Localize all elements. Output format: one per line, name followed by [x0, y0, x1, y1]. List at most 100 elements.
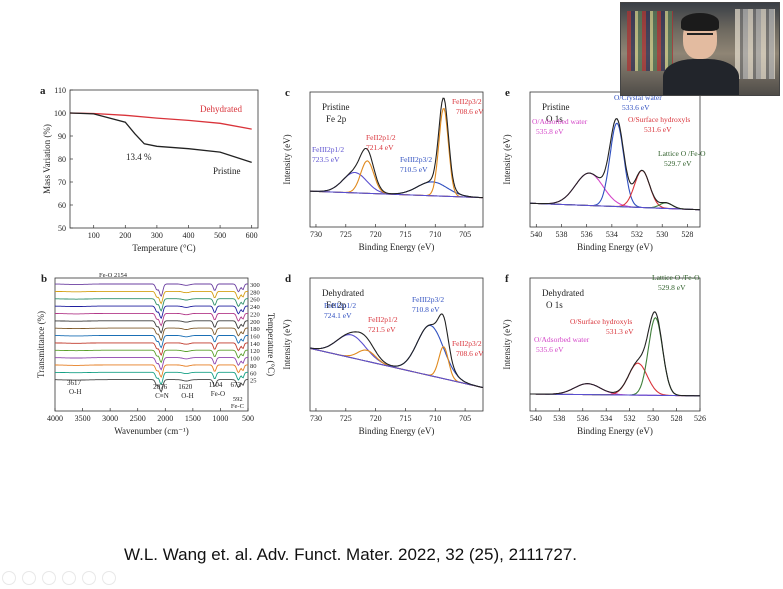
- panel-d-xtick-label: 715: [399, 414, 411, 423]
- panel-b-xtick-label: 3000: [102, 414, 118, 423]
- panel-b-xtick-label: 500: [242, 414, 254, 423]
- citation-text: W.L. Wang et. al. Adv. Funct. Mater. 202…: [124, 545, 577, 564]
- panel-c-ylabel: Intensity (eV): [282, 134, 292, 184]
- panel-e-xlabel: Binding Energy (eV): [577, 242, 653, 252]
- panel-c-title: Pristine: [322, 102, 350, 112]
- panel-a-ytick-label: 100: [54, 109, 66, 118]
- panel-b-spectrum-160: [55, 335, 248, 349]
- panel-d-xtick-label: 705: [459, 414, 471, 423]
- panel-f-xtick-label: 530: [647, 414, 659, 423]
- panel-b-spectrum-180: [55, 327, 248, 342]
- panel-b-temp-label: 140: [250, 341, 260, 348]
- panel-c-letter: c: [285, 87, 290, 99]
- panel-a-ytick-label: 90: [58, 132, 66, 141]
- panel-a-legend-pristine: Pristine: [213, 166, 241, 176]
- panel-f-subtitle: O 1s: [546, 300, 563, 310]
- panel-a-xtick-label: 300: [151, 231, 163, 240]
- panel-e-ann-3-name: O/Surface hydroxyls: [628, 115, 690, 124]
- panel-c-ann-3-name: FeIII2p3/2: [400, 155, 432, 164]
- panel-b-ann-cn: C≡N: [155, 392, 169, 400]
- panel-b-spectrum-220: [55, 312, 248, 327]
- panel-f-xtick-label: 540: [530, 414, 542, 423]
- panel-d-title: Dehydrated: [322, 288, 364, 298]
- panel-f-title: Dehydrated: [542, 288, 584, 298]
- panel-e-ann-2-name: O/Adsorbed water: [532, 117, 588, 126]
- panel-a-ytick-label: 50: [58, 224, 66, 233]
- panel-d-letter: d: [285, 273, 291, 285]
- panel-c-background: [310, 190, 484, 199]
- panel-d-frame: [309, 277, 484, 412]
- panel-c-ann-4-name: FeII2p3/2: [452, 97, 482, 106]
- panel-b-temp-label: 80: [250, 363, 257, 370]
- panel-c-ann-2-value: 721.4 eV: [366, 143, 394, 152]
- panel-c-xtick-label: 705: [459, 230, 471, 239]
- panel-e-ann-4-name: Lattice O /Fe-O: [658, 149, 706, 158]
- panel-f-background: [530, 393, 700, 397]
- panel-e-ann-1-value: 533.6 eV: [622, 103, 650, 112]
- panel-c-ann-1-value: 723.5 eV: [312, 155, 340, 164]
- panel-e-envelope: [529, 118, 700, 211]
- panel-f-ann-1-name: Lattice O /Fe-O: [652, 273, 700, 282]
- panel-b-temp-label: 160: [250, 334, 260, 341]
- panel-b-spectrum-25: [55, 379, 248, 393]
- panel-b-xtick-label: 4000: [47, 414, 63, 423]
- panel-b-temp-label: 240: [250, 304, 260, 311]
- panel-f-ylabel: Intensity (eV): [502, 319, 512, 369]
- panel-e-xtick-label: 530: [656, 230, 668, 239]
- panel-c-frame: [309, 91, 484, 228]
- panel-b-xtick-label: 1500: [185, 414, 201, 423]
- panel-b-xtick-label: 2500: [130, 414, 146, 423]
- panel-d-ann-3-name: FeIII2p3/2: [412, 295, 444, 304]
- panel-b-temp-label: 60: [250, 370, 257, 377]
- presenter-webcam: [620, 2, 780, 96]
- panel-f-xtick-label: 538: [553, 414, 565, 423]
- panel-e-ylabel: Intensity (eV): [502, 134, 512, 184]
- panel-d-ann-1-name: FeIII2p1/2: [324, 301, 356, 310]
- panel-d-xlabel: Binding Energy (eV): [359, 426, 435, 436]
- panel-f-ann-2-value: 531.3 eV: [606, 327, 634, 336]
- panel-c-xtick-label: 720: [370, 230, 382, 239]
- panel-b-temp-label: 100: [250, 356, 260, 363]
- panel-d-ann-2-name: FeII2p1/2: [368, 315, 398, 324]
- panel-f-xtick-label: 534: [600, 414, 612, 423]
- panel-d-background: [309, 347, 484, 389]
- panel-b-spectrum-280: [55, 290, 248, 305]
- panel-b-ann-673: 673: [230, 381, 241, 389]
- panel-a-legend-dehydrated: Dehydrated: [200, 104, 242, 114]
- panel-b-ann-feo-2154: Fe-O 2154: [99, 272, 128, 279]
- panel-e-xtick-label: 540: [530, 230, 542, 239]
- panel-c-xlabel: Binding Energy (eV): [359, 242, 435, 252]
- panel-f-ann-1-value: 529.8 eV: [658, 283, 686, 292]
- panel-d-ylabel: Intensity (eV): [282, 319, 292, 369]
- panel-b-spectrum-60: [55, 371, 248, 386]
- panel-f-envelope: [530, 311, 700, 397]
- panel-d-ann-4-name: FeII2p3/2: [452, 339, 482, 348]
- panel-a-xtick-label: 200: [119, 231, 131, 240]
- panel-f-frame: [529, 277, 701, 412]
- panel-b-ann-oh1: O-H: [69, 388, 81, 396]
- panel-a-xtick-label: 100: [88, 231, 100, 240]
- panel-b-xlabel: Wavenumber (cm⁻¹): [114, 426, 188, 436]
- panel-f-ann-3-name: O/Adsorbed water: [534, 335, 590, 344]
- panel-f-ann-3-value: 535.6 eV: [536, 345, 564, 354]
- panel-f-xtick-label: 528: [671, 414, 683, 423]
- panel-d-ann-2-value: 721.5 eV: [368, 325, 396, 334]
- panel-d-subtitle: Fe 2p: [326, 300, 347, 310]
- panel-c-subtitle: Fe 2p: [326, 114, 347, 124]
- panel-b-ann-1104: 1104: [209, 381, 223, 389]
- panel-c-ann-1-name: FeIII2p1/2: [312, 145, 344, 154]
- panel-a-series-pristine: [69, 112, 252, 164]
- panel-e-xtick-label: 534: [606, 230, 618, 239]
- panel-c-xtick-label: 730: [310, 230, 322, 239]
- panel-f-letter: f: [505, 273, 509, 285]
- panel-b-spectrum-120: [55, 349, 248, 364]
- panel-b-spectrum-260: [55, 298, 248, 312]
- panel-a-ylabel: Mass Variation (%): [42, 124, 52, 194]
- panel-d-ann-1-value: 724.1 eV: [324, 311, 352, 320]
- panel-c-ann-3-value: 710.5 eV: [400, 165, 428, 174]
- panel-b-xtick-label: 3500: [75, 414, 91, 423]
- panel-e-letter: e: [505, 87, 510, 99]
- panel-d-xtick-label: 725: [340, 414, 352, 423]
- panel-e-ann-2-value: 535.8 eV: [536, 127, 564, 136]
- panel-e-ann-1-name: O/Crystal water: [614, 93, 662, 102]
